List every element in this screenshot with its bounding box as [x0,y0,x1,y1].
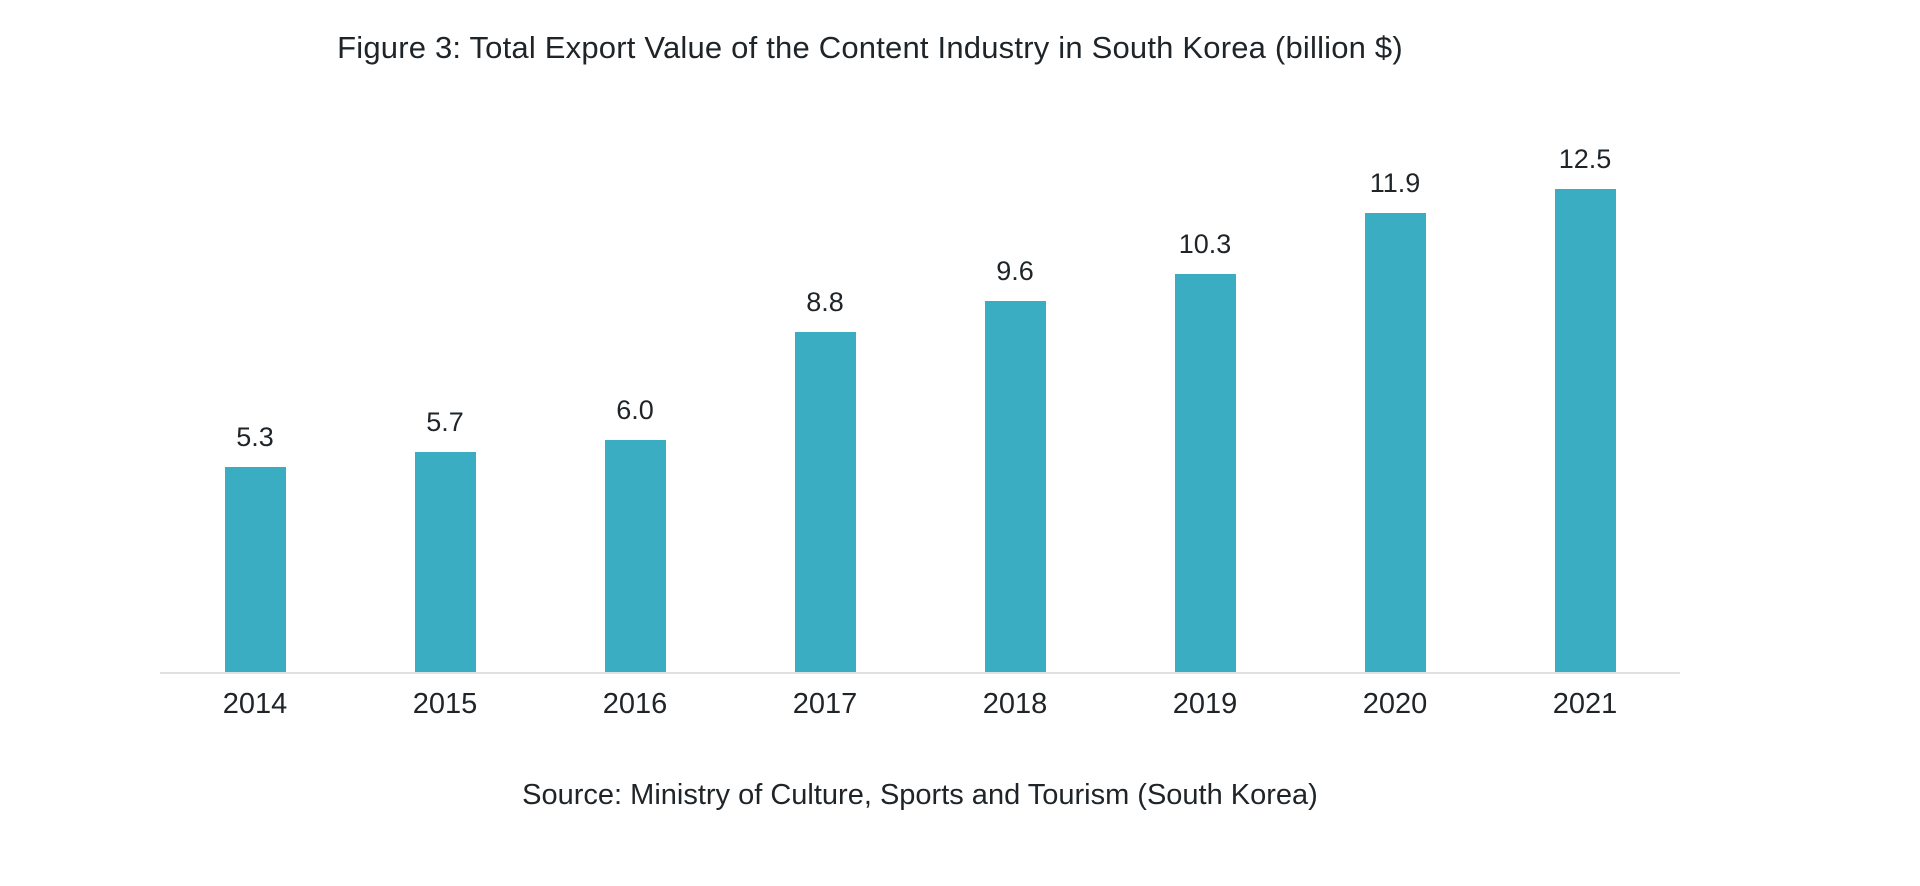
x-axis-tick-label: 2021 [1552,688,1618,720]
x-axis-tick-label: 2017 [792,688,858,720]
bar [1364,213,1426,672]
x-axis-tick-label: 2018 [982,688,1048,720]
bar-group: 5.3 [160,114,350,672]
source-note: Source: Ministry of Culture, Sports and … [522,779,1318,811]
bar [1554,189,1616,672]
bar-chart: 5.3 5.7 6.0 8.8 9.6 10.3 11.9 12.5 2014 2015 2016… [160,114,1680,721]
bar [794,332,856,672]
bar-value-label: 5.7 [426,407,464,437]
bar-value-label: 12.5 [1558,144,1612,174]
bar-value-label: 6.0 [616,395,654,425]
bar [414,452,476,672]
chart-title: Figure 3: Total Export Value of the Cont… [337,30,1403,65]
plot-area: 5.3 5.7 6.0 8.8 9.6 10.3 11.9 12.5 [160,114,1680,674]
bar [984,301,1046,672]
bar [604,440,666,672]
bar-value-label: 5.3 [236,422,274,452]
bar-group: 6.0 [540,114,730,672]
x-axis-tick-label: 2019 [1172,688,1238,720]
x-axis-tick-label: 2015 [412,688,478,720]
x-axis-tick-label: 2016 [602,688,668,720]
bar [224,467,286,672]
bar-group: 9.6 [920,114,1110,672]
bar-group: 5.7 [350,114,540,672]
x-axis-tick-label: 2014 [222,688,288,720]
bar-value-label: 11.9 [1369,168,1421,198]
bar-value-label: 8.8 [806,287,844,317]
bar-value-label: 9.6 [996,256,1034,286]
x-axis-tick-label: 2020 [1362,688,1428,720]
x-axis-labels: 2014 2015 2016 2017 2018 2019 2020 2021 [160,688,1680,721]
bar-group: 8.8 [730,114,920,672]
bar-group: 10.3 [1110,114,1300,672]
bar [1174,274,1236,672]
bar-group: 11.9 [1300,114,1490,672]
bar-value-label: 10.3 [1178,229,1232,259]
bar-group: 12.5 [1490,114,1680,672]
